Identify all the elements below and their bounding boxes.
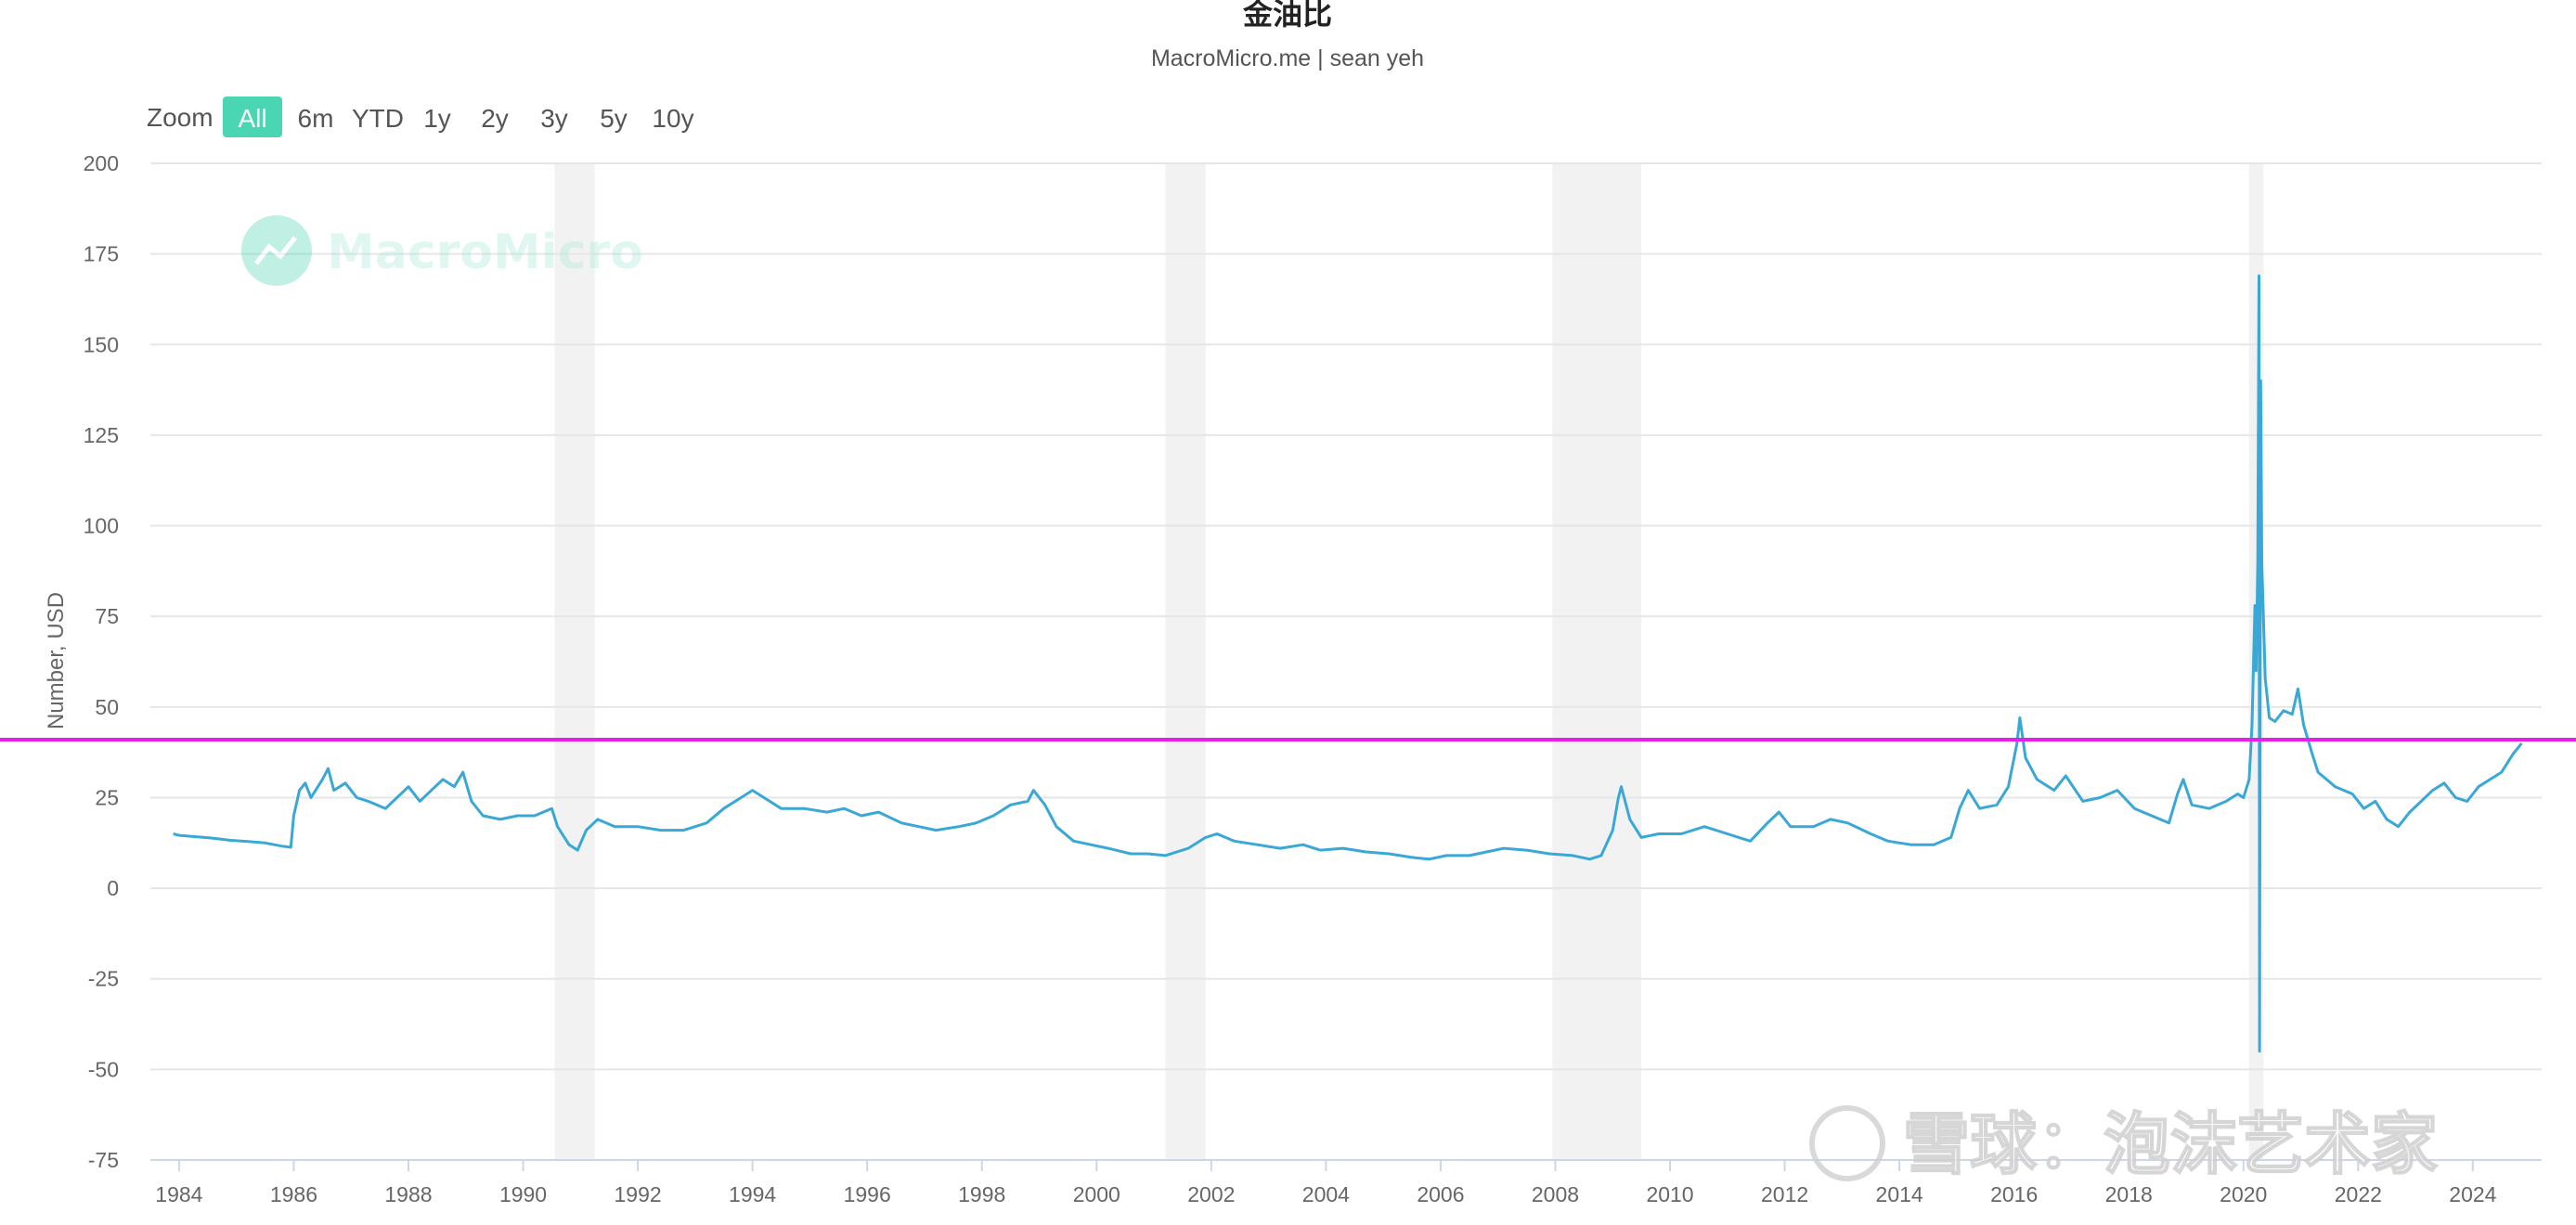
x-tick-label: 1990 (499, 1182, 547, 1206)
x-tick-label: 2002 (1187, 1182, 1235, 1206)
y-tick-label: 25 (95, 785, 119, 809)
x-tick-label: 2010 (1646, 1182, 1693, 1206)
x-tick-label: 1998 (958, 1182, 1005, 1206)
x-tick-label: 2000 (1073, 1182, 1120, 1206)
xueqiu-logo-icon (1809, 1105, 1885, 1181)
macromicro-watermark: MacroMicro (241, 215, 643, 286)
zoom-label: Zoom (147, 103, 214, 132)
y-tick-label: -25 (88, 967, 119, 991)
x-tick-label: 1988 (384, 1182, 432, 1206)
y-axis-label: Number, USD (44, 592, 69, 729)
zoom-button-label[interactable]: 6m (298, 104, 334, 133)
shaded-period-0 (554, 163, 595, 1160)
x-axis-ticks: 1984 1986 1988 1990 1992 1994 1996 1998 2000 2002… (155, 1160, 2497, 1206)
macromicro-logo-icon (241, 215, 312, 286)
x-tick-label: 2018 (2105, 1182, 2153, 1206)
zoom-button-label[interactable]: 3y (540, 104, 568, 133)
x-tick-label: 1996 (844, 1182, 891, 1206)
y-tick-label: 175 (84, 242, 119, 266)
x-tick-label: 2024 (2449, 1182, 2496, 1206)
x-tick-label: 2016 (1990, 1182, 2038, 1206)
zoom-button-2y[interactable]: 2y (472, 97, 518, 137)
recession-bands (554, 163, 2264, 1160)
zoom-button-all[interactable]: All (223, 97, 282, 137)
y-tick-label: -75 (88, 1148, 119, 1172)
shaded-period-2 (1552, 163, 1642, 1160)
shaded-period-1 (1165, 163, 1206, 1160)
zoom-button-6m[interactable]: 6m (290, 97, 342, 137)
y-axis-ticks: 200 175 150 125 100 75 50 25 0 -25 -50 -75 (84, 151, 119, 1172)
zoom-button-label[interactable]: All (238, 104, 266, 133)
logo-chart-glyph (254, 236, 297, 265)
x-tick-label: 1986 (270, 1182, 317, 1206)
zoom-button-5y[interactable]: 5y (590, 97, 637, 137)
x-tick-label: 2014 (1876, 1182, 1923, 1206)
x-tick-label: 1994 (729, 1182, 776, 1206)
x-tick-label: 2022 (2335, 1182, 2382, 1206)
y-tick-label: 100 (84, 514, 119, 538)
xueqiu-watermark-text: 雪球：泡沫艺术家 (1903, 1105, 2438, 1183)
y-tick-label: 200 (84, 151, 119, 175)
watermark-brand-text: MacroMicro (327, 225, 643, 280)
y-tick-label: 50 (95, 695, 119, 719)
x-tick-label: 2012 (1761, 1182, 1808, 1206)
y-tick-label: 75 (95, 604, 119, 628)
zoom-button-1y[interactable]: 1y (414, 97, 460, 137)
zoom-buttons: All 6m YTD 1y 2y 3y 5y 10y (223, 97, 700, 137)
zoom-button-label[interactable]: YTD (352, 104, 404, 133)
xueqiu-watermark: 雪球：泡沫艺术家 (1809, 1104, 2439, 1184)
zoom-button-3y[interactable]: 3y (531, 97, 577, 137)
y-tick-label: 150 (84, 332, 119, 356)
chart-title: 金油比 (1242, 0, 1332, 32)
gridlines (150, 162, 2542, 1161)
series-line-gold-oil-ratio (173, 274, 2523, 1053)
zoom-button-label[interactable]: 5y (600, 104, 628, 133)
zoom-button-label[interactable]: 2y (481, 104, 509, 133)
x-tick-label: 1984 (155, 1182, 202, 1206)
x-tick-label: 2020 (2220, 1182, 2267, 1206)
zoom-button-label[interactable]: 10y (652, 104, 693, 133)
y-tick-label: 0 (107, 876, 119, 900)
zoom-button-label[interactable]: 1y (423, 104, 451, 133)
zoom-button-10y[interactable]: 10y (646, 97, 700, 137)
y-tick-label: -50 (88, 1057, 119, 1081)
zoom-button-ytd[interactable]: YTD (345, 97, 410, 137)
chart-subtitle: MacroMicro.me | sean yeh (1151, 45, 1424, 71)
zoom-selector: Zoom All 6m YTD 1y 2y 3y 5y 10y (147, 97, 700, 137)
x-tick-label: 2008 (1532, 1182, 1579, 1206)
x-tick-label: 2006 (1417, 1182, 1464, 1206)
y-tick-label: 125 (84, 423, 119, 447)
x-tick-label: 1992 (614, 1182, 661, 1206)
x-tick-label: 2004 (1302, 1182, 1350, 1206)
zoom-button-bg[interactable] (223, 97, 282, 137)
